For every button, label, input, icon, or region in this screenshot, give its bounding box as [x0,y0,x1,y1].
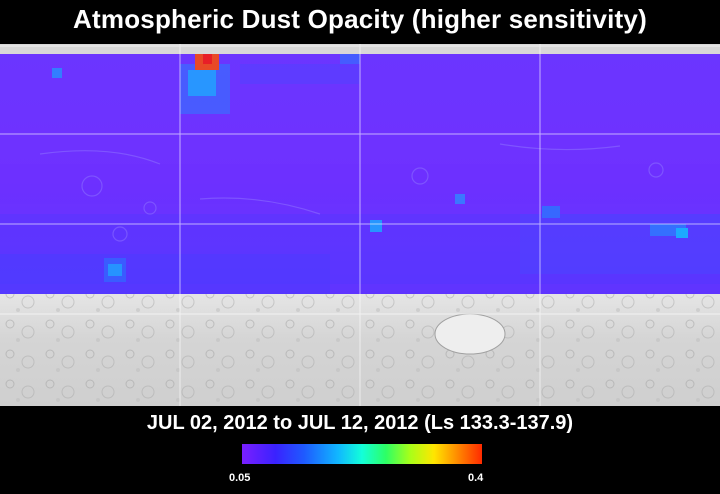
relief-features [39,143,664,242]
opacity-colorbar [242,444,482,464]
colorbar-max-label: 0.4 [468,472,484,484]
date-range-label: JUL 02, 2012 to JUL 12, 2012 (Ls 133.3-1… [146,412,574,434]
hellas-basin [434,313,506,355]
lat-lon-grid [0,44,720,406]
map-title: Atmospheric Dust Opacity (higher sensiti… [73,4,647,34]
dust-opacity-map [0,44,720,406]
colorbar-min-label: 0.05 [229,472,251,484]
